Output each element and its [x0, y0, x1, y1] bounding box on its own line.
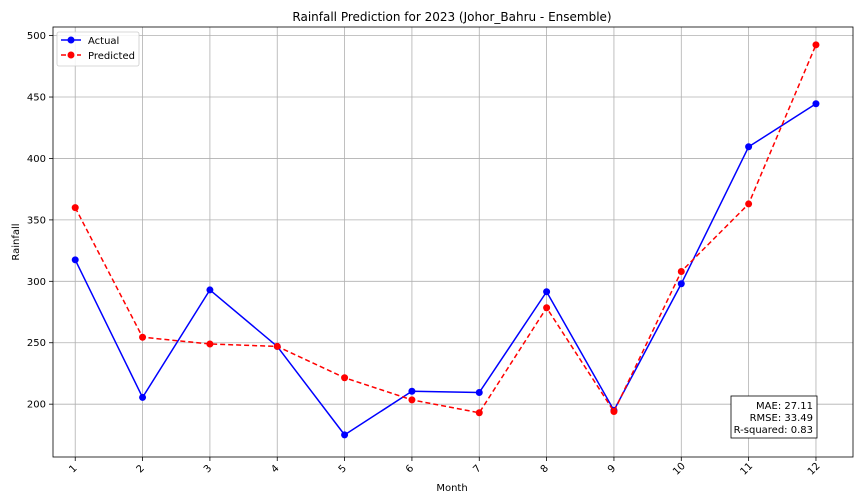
y-tick-label: 300 [27, 277, 46, 288]
data-point-predicted [543, 304, 551, 312]
data-point-predicted [677, 267, 685, 275]
metrics-box: MAE: 27.11 RMSE: 33.49 R-squared: 0.83 [730, 395, 818, 439]
data-point-actual [71, 256, 79, 264]
data-point-predicted [139, 333, 147, 341]
metric-r-squared: R-squared: 0.83 [734, 425, 813, 436]
data-point-predicted [610, 408, 618, 416]
data-point-predicted [273, 342, 281, 350]
data-point-actual [139, 393, 147, 401]
data-point-actual [408, 387, 416, 395]
y-tick-label: 450 [27, 93, 46, 104]
legend: Actual Predicted [56, 31, 140, 67]
grid-lines [53, 27, 853, 457]
legend-label-predicted: Predicted [88, 51, 135, 62]
metric-rmse: RMSE: 33.49 [750, 413, 813, 424]
data-point-actual [812, 100, 820, 108]
data-point-predicted [341, 374, 349, 382]
y-tick-label: 350 [27, 215, 46, 226]
data-point-actual [745, 143, 753, 151]
data-point-predicted [475, 409, 483, 417]
y-tick-label: 500 [27, 31, 46, 42]
y-tick-label: 400 [27, 154, 46, 165]
plot-frame [52, 26, 854, 458]
legend-marker-predicted [67, 51, 75, 59]
metrics-frame [730, 395, 818, 439]
legend-label-actual: Actual [88, 36, 119, 47]
data-point-predicted [745, 200, 753, 208]
y-tick-label: 250 [27, 338, 46, 349]
data-point-predicted [206, 340, 214, 348]
data-point-actual [206, 286, 214, 294]
x-axis-label: Month [436, 483, 467, 494]
data-point-actual [475, 389, 483, 396]
chart-title: Rainfall Prediction for 2023 (Johor_Bahr… [292, 10, 611, 24]
data-point-predicted [408, 396, 416, 404]
series-line-predicted [74, 44, 817, 414]
y-axis-label: Rainfall [11, 223, 22, 260]
series-layer [71, 41, 820, 439]
data-point-actual [543, 288, 551, 296]
y-tick-label: 200 [27, 400, 46, 411]
data-point-actual [677, 280, 685, 288]
legend-marker-actual [67, 36, 75, 44]
data-point-predicted [812, 41, 820, 49]
metric-mae: MAE: 27.11 [756, 401, 813, 412]
data-point-predicted [71, 204, 79, 212]
data-point-actual [341, 431, 349, 439]
